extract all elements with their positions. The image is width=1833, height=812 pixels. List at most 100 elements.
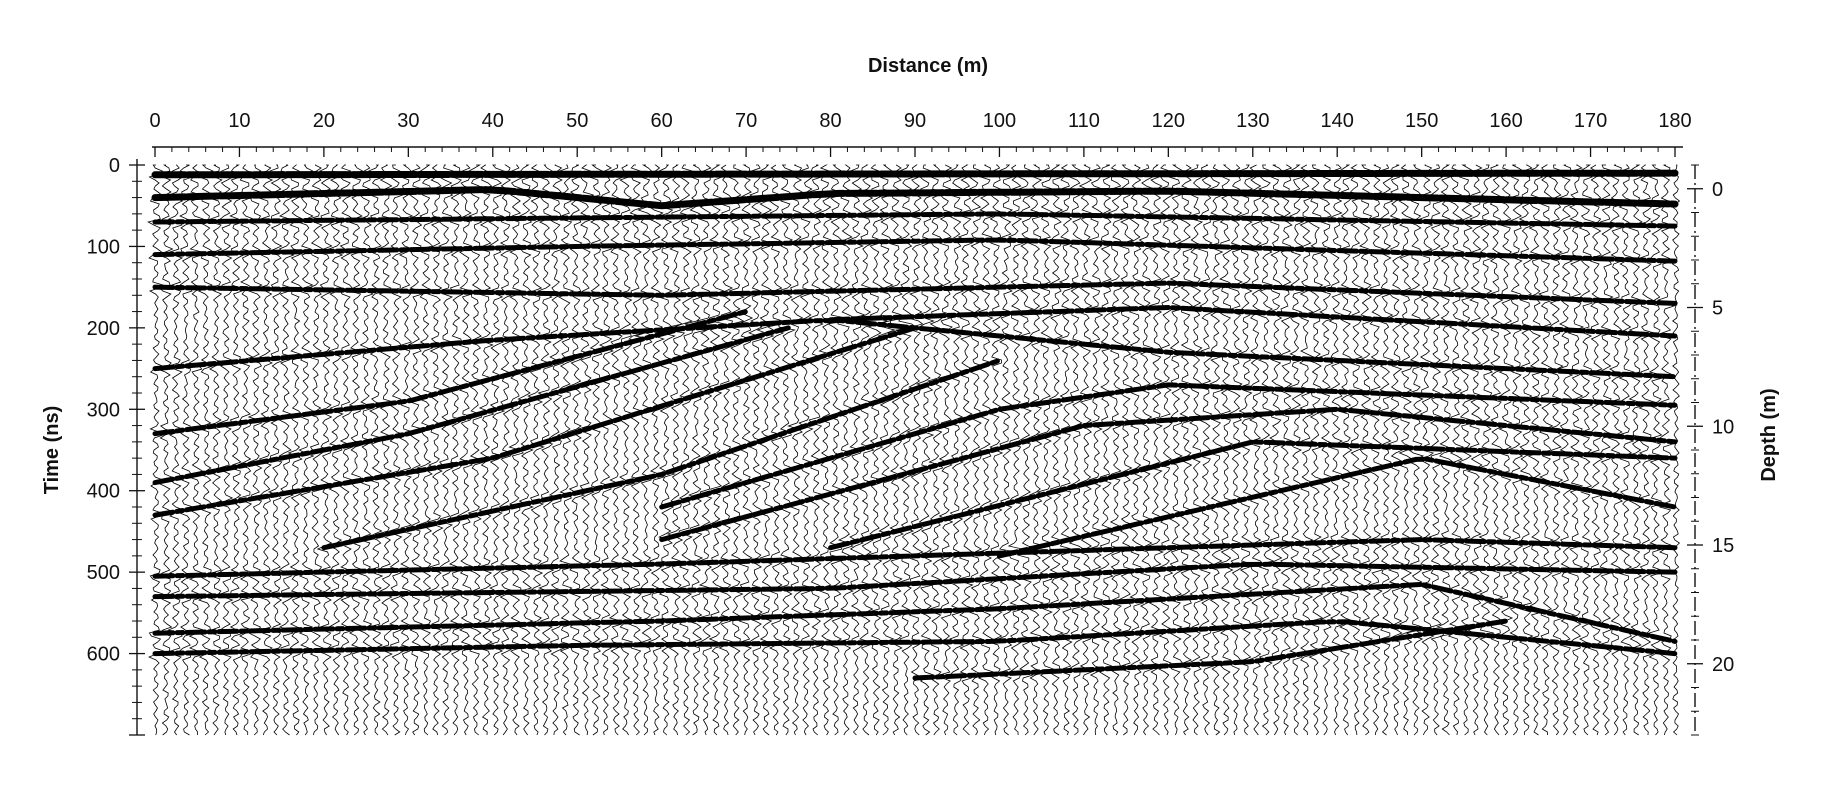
x-tick-label: 150	[1405, 110, 1438, 132]
y-tick-label: 100	[87, 236, 120, 258]
x-tick-label: 180	[1658, 110, 1691, 132]
x-tick-label: 60	[651, 110, 673, 132]
trace-wiggle	[1287, 164, 1306, 736]
trace-wiggle	[1157, 164, 1175, 736]
reflector-line	[152, 561, 1678, 600]
trace-wiggle	[466, 164, 486, 736]
trace-wiggle	[825, 164, 847, 736]
reflector-line	[152, 619, 1678, 657]
trace-wiggle	[1136, 164, 1157, 736]
trace-wiggle	[376, 164, 396, 736]
trace-wiggle	[407, 164, 425, 736]
trace-wiggle	[895, 164, 917, 736]
reflector-line	[152, 537, 1678, 579]
trace-wiggle	[956, 164, 977, 736]
trace-wiggle	[1125, 164, 1146, 736]
trace-wiggle	[167, 164, 185, 736]
y-tick-label: 200	[87, 318, 120, 340]
trace-wiggle	[654, 164, 676, 736]
trace-wiggle	[996, 164, 1016, 736]
trace-wiggle	[967, 164, 986, 736]
trace-wiggle	[448, 164, 465, 736]
reflector-line	[828, 304, 1678, 339]
trace-wiggle	[265, 164, 286, 736]
x-axis-title: Distance (m)	[868, 55, 988, 77]
reflector-line	[828, 439, 1678, 551]
trace-wiggle	[1566, 164, 1586, 736]
reflector-layer	[151, 169, 1679, 681]
x-tick-label: 10	[228, 110, 250, 132]
x-tick-label: 40	[482, 110, 504, 132]
trace-wiggle	[565, 164, 586, 736]
trace-wiggle	[1245, 164, 1266, 736]
trace-wiggle	[525, 164, 545, 736]
reflector-line	[152, 581, 1678, 644]
trace-wiggle	[507, 164, 526, 736]
reflector-line	[152, 325, 918, 518]
trace-wiggle	[278, 164, 295, 736]
trace-wiggle	[456, 164, 475, 736]
reflector-line	[152, 317, 1678, 380]
trace-wiggle	[1235, 164, 1256, 736]
reflector-line	[152, 280, 1678, 306]
trace-wiggle	[438, 164, 457, 736]
trace-wiggle	[197, 164, 215, 736]
depth-tick-label: 10	[1712, 416, 1734, 438]
trace-wiggle	[1195, 164, 1216, 736]
trace-wiggle	[187, 164, 206, 736]
trace-wiggle	[806, 164, 825, 736]
trace-wiggle	[673, 164, 694, 736]
depth-tick-label: 20	[1712, 654, 1734, 676]
x-tick-label: 20	[313, 110, 335, 132]
trace-wiggle	[398, 164, 417, 736]
trace-wiggle	[644, 164, 665, 736]
trace-wiggle	[1586, 164, 1605, 736]
trace-wiggle	[366, 164, 386, 736]
trace-wiggle	[607, 164, 626, 736]
depth-axis-title-text: Depth (m)	[1758, 388, 1780, 481]
x-tick-label: 170	[1574, 110, 1607, 132]
trace-wiggle	[1297, 164, 1317, 736]
trace-wiggle	[586, 164, 605, 736]
trace-wiggle	[1556, 164, 1577, 736]
trace-wiggle	[706, 164, 727, 736]
x-tick-label: 100	[983, 110, 1016, 132]
trace-wiggle	[627, 164, 645, 736]
x-tick-label: 120	[1152, 110, 1185, 132]
trace-wiggle	[1116, 164, 1136, 736]
trace-wiggle	[787, 164, 805, 736]
trace-wiggle	[415, 164, 436, 736]
x-tick-label: 140	[1321, 110, 1354, 132]
x-tick-label: 90	[904, 110, 926, 132]
trace-wiggle	[1076, 164, 1097, 736]
trace-wiggle	[336, 164, 355, 736]
trace-wiggle	[156, 164, 175, 736]
trace-wiggle	[1046, 164, 1066, 736]
trace-wiggle	[616, 164, 637, 736]
trace-wiggle	[796, 164, 815, 736]
trace-wiggle	[556, 164, 577, 736]
trace-wiggle	[246, 164, 266, 736]
x-axis-title-text: Distance (m)	[868, 55, 988, 77]
depth-axis-title: Depth (m)	[1758, 388, 1780, 481]
trace-wiggle	[227, 164, 245, 736]
trace-wiggle	[217, 164, 234, 736]
trace-wiggle	[1337, 164, 1356, 736]
trace-wiggle	[1635, 164, 1656, 736]
trace-wiggle	[1057, 164, 1076, 736]
y-tick-label: 600	[87, 644, 120, 666]
trace-wiggle	[476, 164, 496, 736]
trace-wiggle	[255, 164, 274, 736]
trace-wiggle	[305, 164, 325, 736]
trace-wiggle	[886, 164, 906, 736]
x-tick-label: 70	[735, 110, 757, 132]
reflector-line	[152, 211, 1678, 229]
trace-wiggle	[205, 164, 226, 736]
y-axis: 0 100 200 300 400 500 600	[87, 155, 145, 736]
trace-wiggle	[536, 164, 555, 736]
trace-wiggle	[926, 164, 947, 736]
trace-wiggle	[776, 164, 796, 736]
trace-wiggle	[576, 164, 596, 736]
trace-wiggle	[756, 164, 776, 736]
